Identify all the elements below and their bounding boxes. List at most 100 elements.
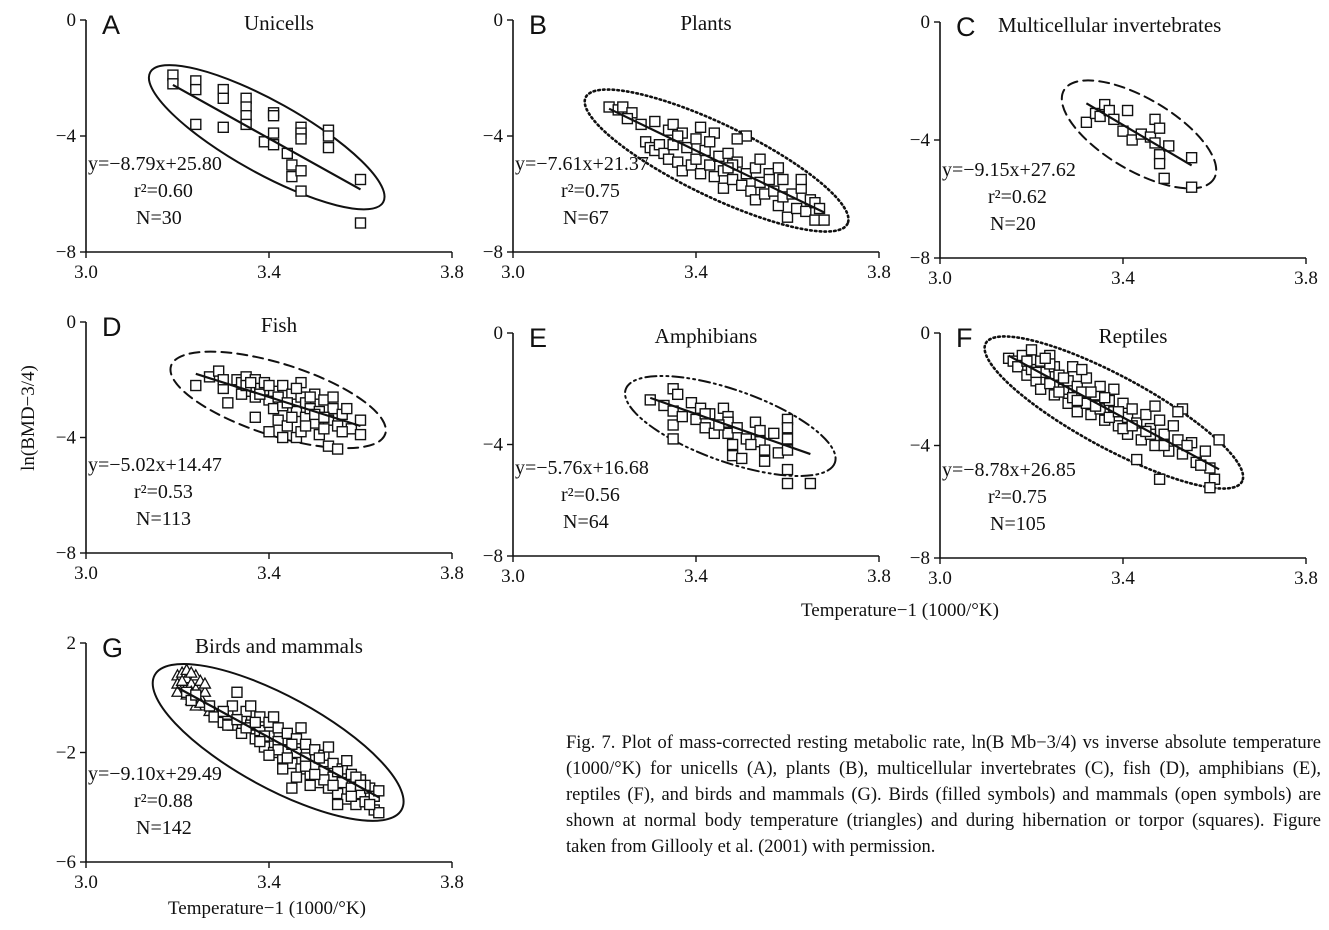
- panel-letter-e: E: [529, 323, 547, 353]
- x-tick-label-a: 3.8: [440, 262, 464, 283]
- data-point-b: [694, 167, 707, 180]
- data-point-d: [331, 443, 344, 455]
- data-point-e: [781, 422, 794, 434]
- panel-title-d: Fish: [261, 313, 298, 337]
- data-point-b: [708, 170, 720, 183]
- panel-title-c: Multicellular invertebrates: [998, 13, 1221, 37]
- data-point-e: [781, 433, 794, 445]
- data-point-a: [217, 121, 229, 134]
- data-point-g: [281, 752, 293, 764]
- data-point-f: [1149, 400, 1161, 412]
- x-axis-label-middle: Temperature−1 (1000/°K): [801, 600, 999, 621]
- y-tick-label-a: −8: [56, 242, 76, 263]
- x-tick-label-e: 3.0: [501, 566, 525, 587]
- data-point-e: [768, 427, 780, 440]
- data-point-triangle-g: [175, 673, 189, 686]
- data-point-c: [1158, 172, 1170, 185]
- data-point-f: [1172, 406, 1184, 418]
- data-point-f: [1213, 434, 1225, 446]
- data-point-e: [804, 477, 817, 490]
- data-point-d: [304, 391, 316, 403]
- data-point-b: [649, 115, 661, 128]
- sample-size-f: N=105: [990, 513, 1046, 535]
- x-tick-label-f: 3.8: [1294, 568, 1318, 589]
- data-point-d: [354, 428, 367, 441]
- x-tick-label-c: 3.0: [928, 268, 952, 289]
- equation-d: y=−5.02x+14.47: [88, 454, 222, 476]
- data-point-g: [327, 779, 339, 792]
- data-point-b: [731, 133, 743, 145]
- y-tick-label-g: 2: [67, 633, 77, 654]
- data-point-d: [341, 402, 353, 415]
- data-point-c: [1153, 157, 1166, 170]
- data-point-f: [1126, 403, 1138, 415]
- y-tick-label-c: 0: [921, 12, 931, 33]
- panel-title-e: Amphibians: [655, 324, 758, 348]
- data-point-b: [777, 173, 789, 186]
- y-tick-label-b: 0: [494, 10, 504, 31]
- data-point-c: [1080, 116, 1093, 129]
- data-point-e: [726, 438, 739, 451]
- data-point-f: [1153, 414, 1166, 426]
- confidence-ellipse-f: [983, 335, 1245, 490]
- x-tick-label-g: 3.0: [74, 872, 98, 893]
- data-point-d: [244, 376, 257, 389]
- data-point-b: [772, 162, 785, 174]
- x-tick-label-d: 3.0: [74, 563, 98, 584]
- data-point-a: [267, 109, 280, 122]
- data-point-g: [295, 722, 307, 734]
- equation-g: y=−9.10x+29.49: [88, 763, 222, 785]
- data-point-f: [1131, 453, 1143, 466]
- confidence-ellipse-c: [1060, 79, 1218, 190]
- y-tick-label-e: −4: [483, 435, 504, 456]
- data-point-c: [1126, 134, 1138, 146]
- x-tick-label-c: 3.4: [1111, 268, 1135, 289]
- data-point-b: [818, 214, 830, 226]
- y-tick-label-f: 0: [921, 323, 931, 344]
- data-point-d: [327, 391, 339, 403]
- x-tick-label-b: 3.0: [501, 262, 525, 283]
- y-tick-label-b: −4: [483, 126, 504, 147]
- x-tick-label-f: 3.4: [1111, 568, 1135, 589]
- data-point-e: [676, 410, 688, 423]
- panel-title-b: Plants: [680, 11, 731, 35]
- regression-line-b: [608, 107, 825, 214]
- data-point-b: [781, 211, 794, 223]
- data-point-b: [722, 147, 734, 160]
- r-squared-g: r²=0.88: [134, 790, 193, 812]
- data-point-b: [754, 153, 766, 165]
- y-tick-label-f: −4: [910, 436, 931, 457]
- panel-letter-g: G: [102, 633, 123, 663]
- data-point-triangle-g: [170, 684, 185, 697]
- data-point-f: [1098, 391, 1111, 404]
- confidence-ellipse-e: [624, 374, 837, 478]
- data-point-b: [736, 179, 748, 192]
- data-point-d: [263, 379, 275, 392]
- data-point-d: [277, 379, 289, 392]
- y-tick-label-d: 0: [67, 312, 77, 333]
- y-tick-label-f: −8: [910, 548, 930, 569]
- data-point-a: [295, 185, 307, 197]
- data-point-b: [795, 173, 807, 186]
- y-axis-label: ln(BMD−3/4): [18, 365, 39, 471]
- data-point-f: [1204, 481, 1216, 494]
- data-point-f: [1071, 394, 1083, 407]
- data-point-f: [1167, 420, 1180, 432]
- data-point-g: [309, 768, 321, 781]
- data-point-f: [1181, 439, 1193, 452]
- data-point-d: [318, 411, 330, 423]
- panel-title-g: Birds and mammals: [195, 634, 363, 658]
- regression-line-c: [1085, 102, 1193, 167]
- x-tick-label-d: 3.8: [440, 563, 464, 584]
- panel-title-a: Unicells: [244, 11, 314, 35]
- data-point-d: [263, 426, 275, 438]
- data-point-d: [217, 374, 229, 386]
- sample-size-d: N=113: [136, 508, 191, 530]
- data-point-g: [231, 686, 243, 698]
- y-tick-label-c: −8: [910, 248, 930, 269]
- data-point-a: [354, 173, 367, 186]
- data-point-d: [299, 420, 312, 432]
- data-point-d: [222, 397, 234, 409]
- data-point-a: [286, 170, 298, 183]
- x-axis-label-bottom: Temperature−1 (1000/°K): [168, 898, 366, 919]
